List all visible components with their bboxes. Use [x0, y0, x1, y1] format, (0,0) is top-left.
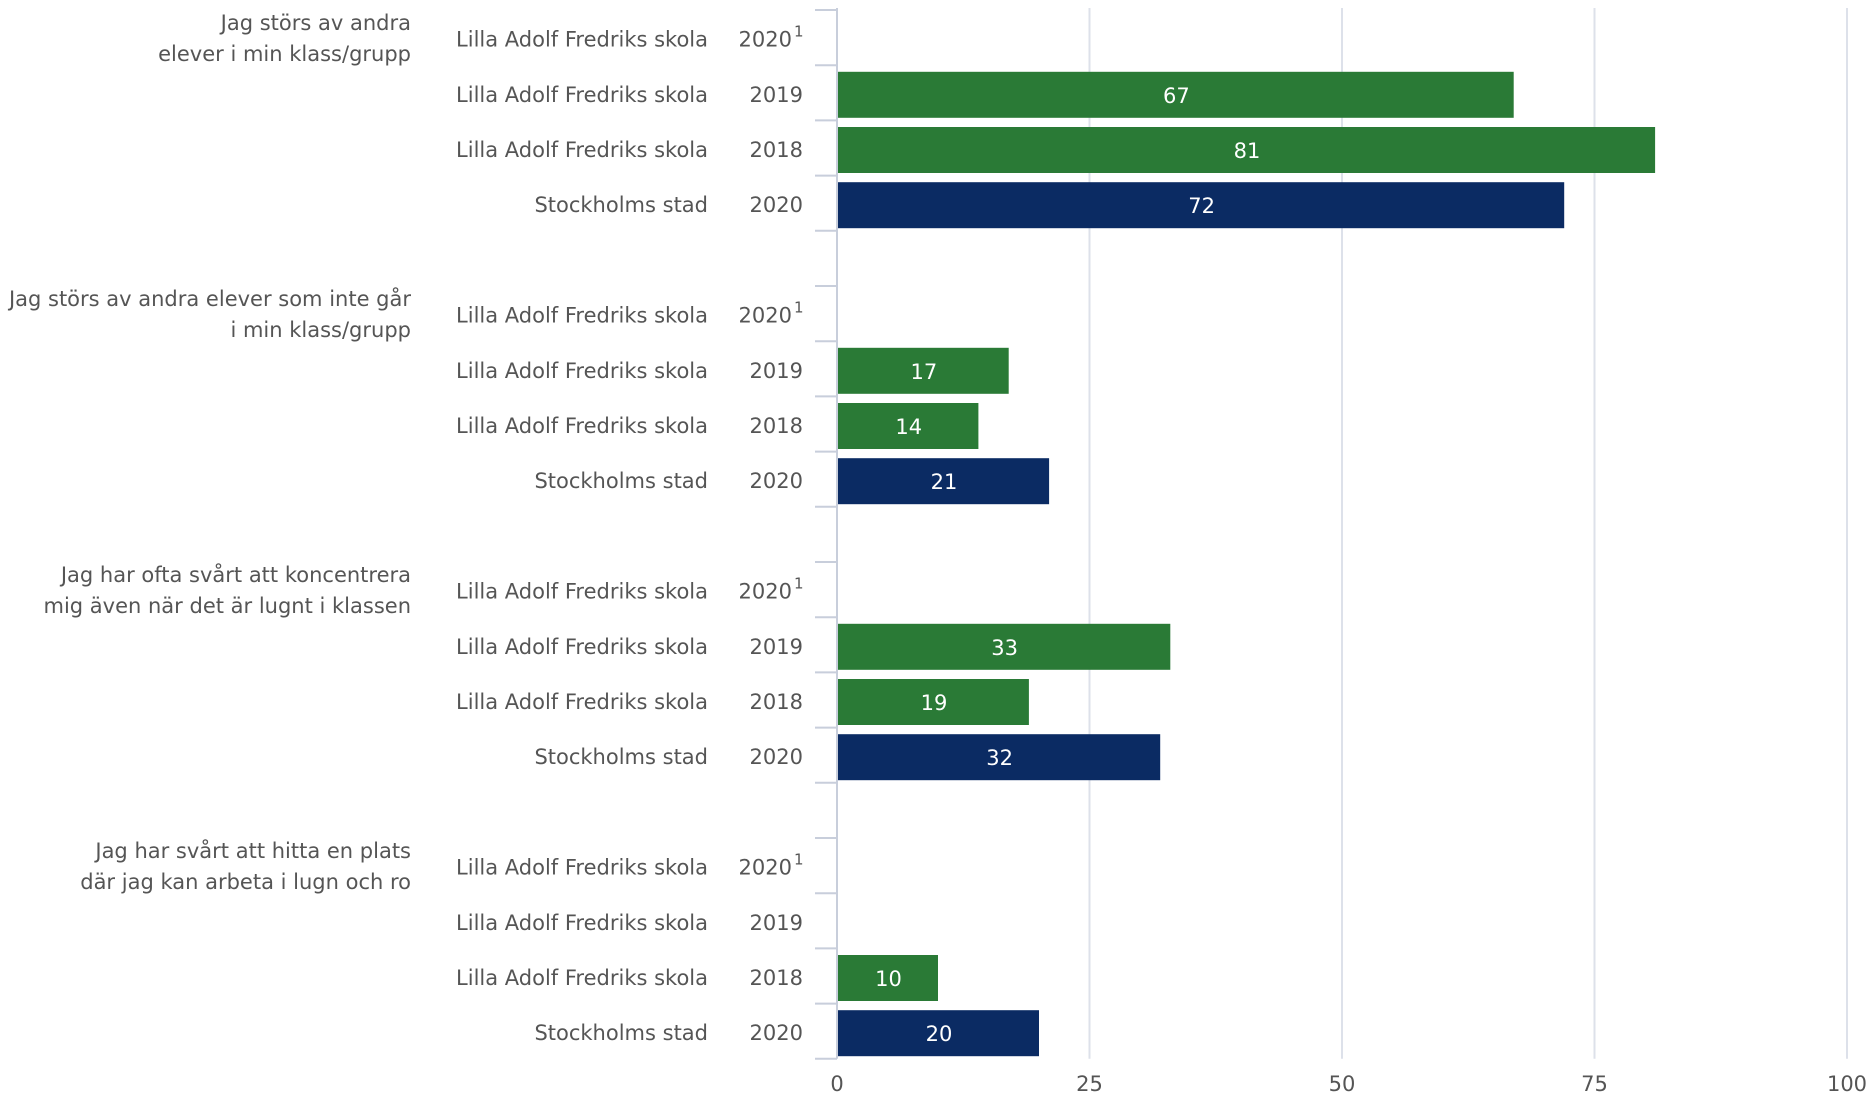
bar-value-label: 33: [991, 636, 1018, 660]
footnote-marker: 1: [794, 299, 804, 317]
question-label: Jag störs av andra: [219, 11, 411, 35]
bar-value-label: 32: [986, 746, 1013, 770]
row-label: Lilla Adolf Fredriks skola: [456, 359, 708, 383]
question-label: Jag har ofta svårt att koncentrera: [59, 562, 411, 587]
bar: [838, 347, 1009, 394]
year-label: 2019: [750, 359, 803, 383]
bar: [838, 182, 1565, 229]
question-label: där jag kan arbeta i lugn och ro: [80, 870, 411, 894]
x-tick-label: 75: [1581, 1072, 1608, 1096]
year-label: 2019: [750, 911, 803, 935]
bar: [838, 127, 1656, 173]
bar-value-label: 14: [895, 415, 922, 439]
row-label: Lilla Adolf Fredriks skola: [456, 28, 708, 52]
row-label: Lilla Adolf Fredriks skola: [456, 138, 708, 162]
question-label: i min klass/grupp: [230, 318, 411, 342]
year-label: 2019: [750, 635, 803, 659]
bar: [838, 403, 979, 449]
bar-value-label: 17: [910, 360, 937, 384]
bar-value-label: 10: [875, 967, 902, 991]
row-label: Lilla Adolf Fredriks skola: [456, 635, 708, 659]
bar: [838, 623, 1171, 670]
axis-layer: [815, 8, 838, 1060]
bar-value-label: 20: [926, 1022, 953, 1046]
bar-value-label: 19: [921, 691, 948, 715]
row-label: Stockholms stad: [534, 745, 708, 769]
x-tick-label: 25: [1076, 1072, 1103, 1096]
row-label: Lilla Adolf Fredriks skola: [456, 690, 708, 714]
year-label: 2018: [750, 414, 803, 438]
year-label: 2020: [739, 856, 792, 880]
bar-value-label: 67: [1163, 84, 1190, 108]
bar-value-label: 72: [1188, 194, 1215, 218]
bar: [838, 734, 1161, 781]
row-label: Lilla Adolf Fredriks skola: [456, 83, 708, 107]
label-layer: 0 25 50 75 100 Jag störs av andra elever i min…: [7, 11, 1867, 1096]
bar: [838, 458, 1050, 505]
footnote-marker: 1: [794, 575, 804, 593]
year-label: 2020: [750, 745, 803, 769]
year-label: 2020: [739, 304, 792, 328]
year-label: 2019: [750, 83, 803, 107]
footnote-marker: 1: [794, 23, 804, 41]
footnote-marker: 1: [794, 851, 804, 869]
row-label: Lilla Adolf Fredriks skola: [456, 580, 708, 604]
year-label: 2018: [750, 690, 803, 714]
bar: [838, 1010, 1039, 1057]
year-label: 2018: [750, 966, 803, 990]
question-label: mig även när det är lugnt i klassen: [44, 594, 412, 618]
row-label: Stockholms stad: [534, 469, 708, 493]
x-tick-label: 100: [1827, 1072, 1867, 1096]
year-label: 2020: [750, 469, 803, 493]
bar: [838, 679, 1029, 725]
question-label: Jag störs av andra elever som inte går: [7, 286, 411, 311]
row-label: Lilla Adolf Fredriks skola: [456, 414, 708, 438]
year-label: 2020: [739, 580, 792, 604]
year-label: 2020: [739, 28, 792, 52]
bar: [838, 955, 938, 1001]
x-tick-label: 0: [830, 1072, 843, 1096]
row-label: Stockholms stad: [534, 193, 708, 217]
bar-value-label: 81: [1234, 139, 1261, 163]
question-label: elever i min klass/grupp: [158, 42, 411, 66]
row-label: Lilla Adolf Fredriks skola: [456, 966, 708, 990]
row-label: Stockholms stad: [534, 1021, 708, 1045]
bar-value-label: 21: [931, 470, 958, 494]
year-label: 2018: [750, 138, 803, 162]
row-label: Lilla Adolf Fredriks skola: [456, 856, 708, 880]
x-tick-label: 50: [1329, 1072, 1356, 1096]
question-label: Jag har svårt att hitta en plats: [93, 838, 411, 863]
row-label: Lilla Adolf Fredriks skola: [456, 911, 708, 935]
year-label: 2020: [750, 193, 803, 217]
bar: [838, 71, 1514, 118]
year-label: 2020: [750, 1021, 803, 1045]
row-label: Lilla Adolf Fredriks skola: [456, 304, 708, 328]
bar-layer: [838, 71, 1656, 1057]
